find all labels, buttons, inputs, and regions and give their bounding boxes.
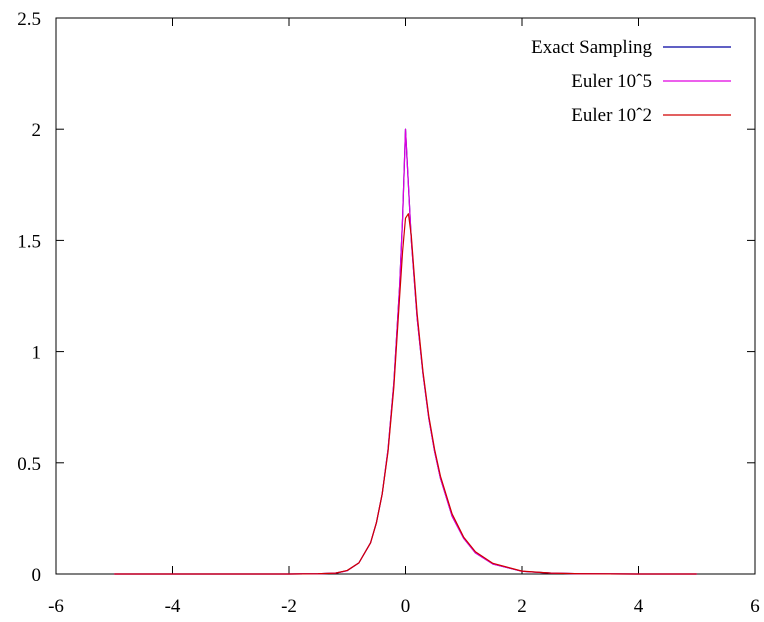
y-tick-label: 0 (32, 565, 42, 586)
x-tick-label: -4 (165, 596, 181, 617)
legend-label: Euler 10ˆ2 (571, 105, 652, 126)
x-tick-labels: -6 -4 -2 0 2 4 6 (48, 596, 760, 617)
y-tick-label: 1 (32, 343, 42, 364)
y-tick-label: 2 (32, 120, 42, 141)
legend: Exact Sampling Euler 10ˆ5 Euler 10ˆ2 (531, 37, 731, 126)
legend-label: Exact Sampling (531, 37, 652, 58)
x-tick-label: 0 (401, 596, 411, 617)
legend-label: Euler 10ˆ5 (571, 71, 652, 92)
x-tick-label: -6 (48, 596, 64, 617)
series-group (114, 128, 697, 575)
y-tick-labels: 0 0.5 1 1.5 2 2.5 (17, 9, 41, 586)
axis-ticks (55, 17, 756, 575)
x-tick-label: 4 (634, 596, 644, 617)
x-tick-label: 6 (750, 596, 760, 617)
series-line-0 (114, 128, 697, 575)
x-tick-label: -2 (281, 596, 297, 617)
plot-frame (55, 17, 756, 575)
y-tick-label: 0.5 (17, 454, 41, 475)
y-tick-label: 2.5 (17, 9, 41, 30)
series-line-1 (114, 128, 697, 575)
series-line-2 (114, 213, 697, 575)
x-tick-label: 2 (517, 596, 527, 617)
y-tick-label: 1.5 (17, 231, 41, 252)
